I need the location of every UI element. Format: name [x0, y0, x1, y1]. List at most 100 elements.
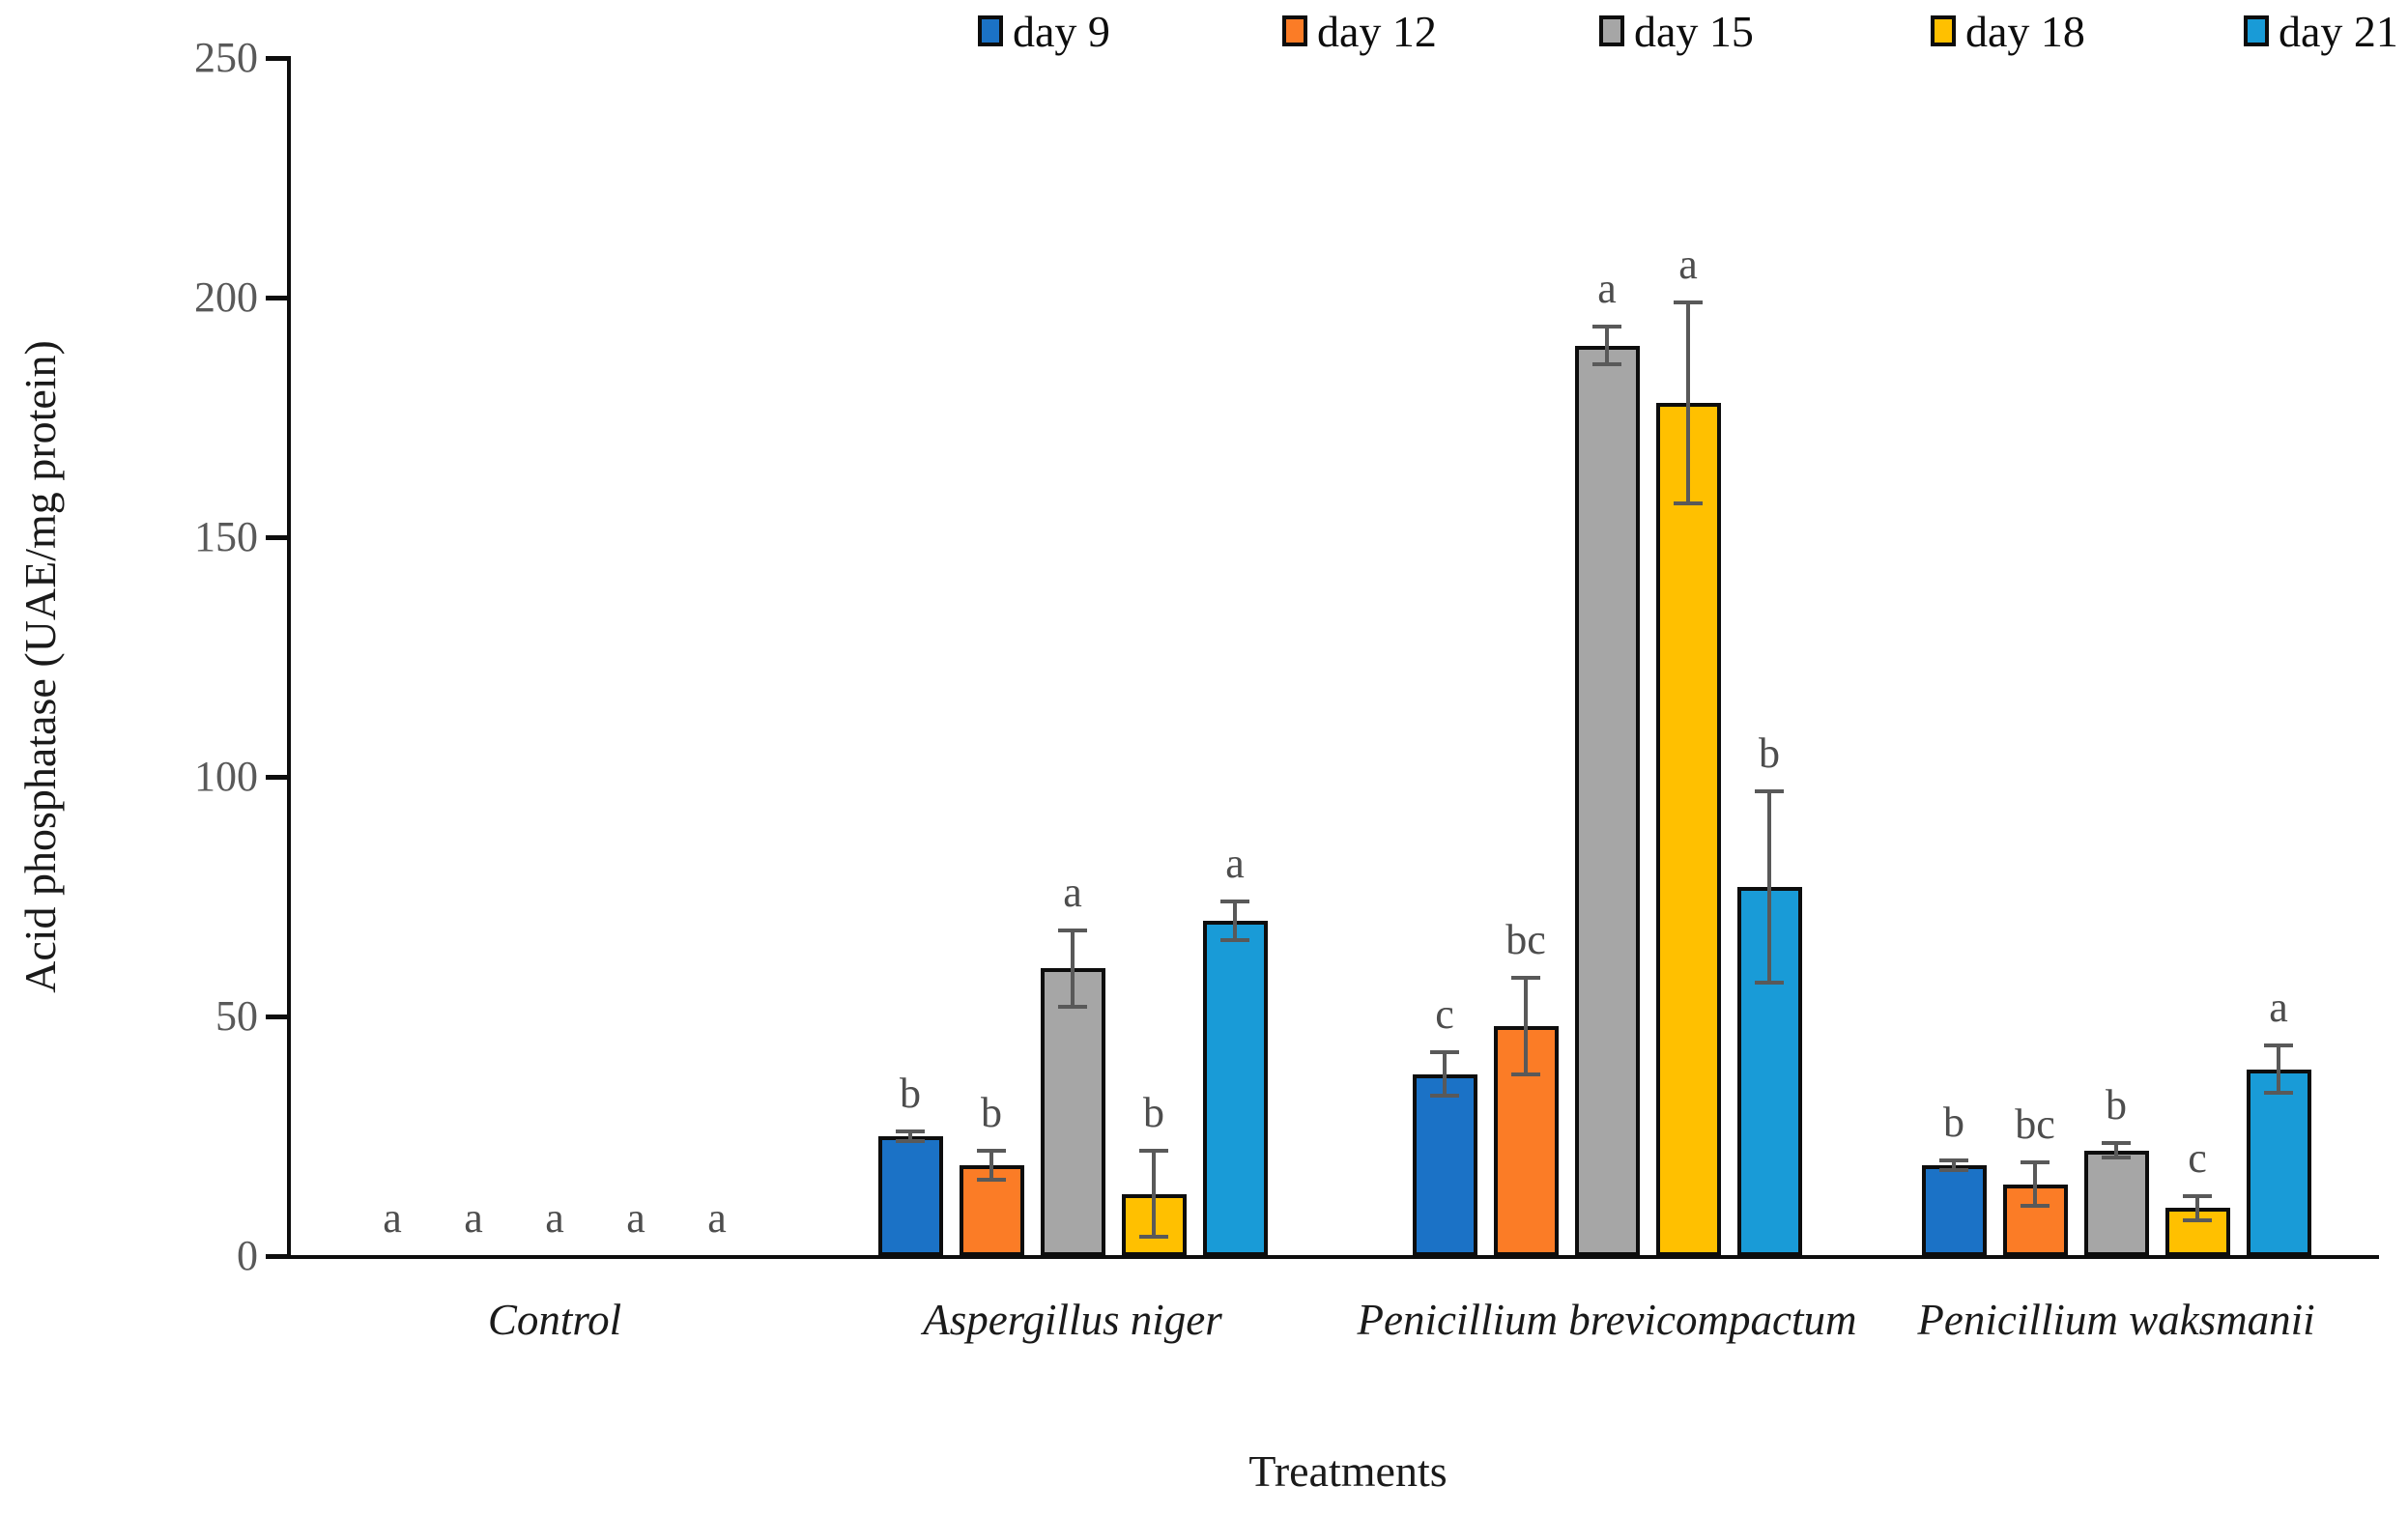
legend-label: day 18: [1965, 6, 2085, 56]
error-bar-cap: [1220, 937, 1249, 942]
error-bar-cap: [1755, 788, 1784, 793]
bar-day-15: [1574, 345, 1640, 1256]
error-bar-cap: [1511, 976, 1540, 981]
error-bar: [2195, 1196, 2199, 1220]
significance-letter: a: [626, 1194, 645, 1242]
legend-swatch-day-12: [1282, 15, 1307, 46]
error-bar-cap: [1139, 1148, 1168, 1153]
legend-item: day 15: [1599, 0, 1754, 62]
error-bar-cap: [1592, 362, 1621, 367]
legend-label: day 12: [1317, 6, 1437, 56]
bar-day-9: [1921, 1164, 1987, 1256]
bar-day-9: [877, 1136, 943, 1256]
error-bar: [1686, 301, 1690, 504]
category-label: Penicillium brevicompactum: [1357, 1296, 1857, 1344]
error-bar: [1152, 1150, 1156, 1238]
error-bar-cap: [2102, 1141, 2131, 1146]
significance-letter: b: [2106, 1081, 2127, 1129]
significance-letter: a: [383, 1194, 402, 1242]
significance-letter: a: [464, 1194, 483, 1242]
bar-day-21: [1202, 920, 1268, 1256]
error-bar: [989, 1150, 993, 1180]
significance-letter: bc: [2015, 1101, 2055, 1149]
bar-day-18: [1655, 403, 1721, 1256]
error-bar-cap: [2183, 1217, 2212, 1222]
bar-day-21: [2246, 1069, 2311, 1256]
y-tick-mark: [266, 535, 287, 540]
error-bar-cap: [977, 1148, 1006, 1153]
legend-label: day 9: [1013, 6, 1110, 56]
y-tick-mark: [266, 1015, 287, 1019]
y-tick-label: 150: [194, 513, 258, 560]
significance-letter: b: [900, 1070, 921, 1118]
y-axis-line: [287, 56, 291, 1259]
significance-letter: c: [1435, 990, 1454, 1039]
error-bar-cap: [2021, 1203, 2050, 1208]
error-bar-cap: [1058, 1005, 1087, 1010]
error-bar-cap: [977, 1177, 1006, 1182]
error-bar-cap: [1939, 1167, 1968, 1172]
y-tick-label: 100: [194, 753, 258, 800]
legend-label: day 15: [1634, 6, 1754, 56]
error-bar: [1233, 900, 1237, 940]
category-label: Control: [487, 1296, 622, 1344]
category-label: Penicillium waksmanii: [1917, 1296, 2315, 1344]
significance-letter: b: [1759, 729, 1780, 777]
error-bar-cap: [1511, 1072, 1540, 1076]
y-tick-label: 50: [215, 992, 258, 1040]
significance-letter: a: [1678, 240, 1698, 288]
error-bar-cap: [2183, 1194, 2212, 1198]
error-bar-cap: [1939, 1158, 1968, 1162]
error-bar-cap: [2264, 1043, 2293, 1047]
y-tick-mark: [266, 56, 287, 61]
legend-swatch-day-18: [1931, 15, 1956, 46]
significance-letter: c: [2188, 1134, 2207, 1182]
legend-item: day 18: [1931, 0, 2085, 62]
error-bar: [1071, 929, 1075, 1008]
error-bar-cap: [1430, 1093, 1459, 1098]
y-tick-mark: [266, 1254, 287, 1259]
significance-letter: b: [981, 1088, 1002, 1136]
error-bar-cap: [1592, 324, 1621, 329]
error-bar-cap: [1755, 981, 1784, 986]
significance-letter: a: [1225, 839, 1245, 887]
significance-letter: b: [1943, 1098, 1964, 1146]
category-label: Aspergillus niger: [923, 1296, 1222, 1344]
significance-letter: a: [1063, 868, 1082, 916]
error-bar-cap: [1430, 1050, 1459, 1055]
y-tick-mark: [266, 775, 287, 780]
error-bar: [2277, 1044, 2280, 1094]
error-bar-cap: [1220, 899, 1249, 903]
y-tick-label: 250: [194, 34, 258, 81]
error-bar-cap: [1674, 501, 1703, 506]
legend-item: day 12: [1282, 0, 1437, 62]
error-bar: [1952, 1159, 1956, 1170]
error-bar-cap: [1139, 1235, 1168, 1240]
error-bar: [2033, 1162, 2037, 1206]
legend-swatch-day-21: [2244, 15, 2269, 46]
error-bar: [1767, 790, 1771, 984]
error-bar-cap: [1058, 928, 1087, 932]
error-bar-cap: [2021, 1160, 2050, 1165]
error-bar-cap: [896, 1129, 925, 1134]
error-bar-cap: [1674, 300, 1703, 304]
y-tick-label: 0: [237, 1232, 258, 1279]
y-axis-title: Acid phosphatase (UAE/mg protein): [15, 340, 65, 993]
significance-letter: a: [707, 1194, 727, 1242]
significance-letter: a: [1597, 264, 1617, 312]
error-bar-cap: [2264, 1091, 2293, 1096]
error-bar: [1443, 1052, 1447, 1096]
error-bar: [908, 1131, 912, 1141]
error-bar: [1605, 326, 1609, 365]
y-tick-mark: [266, 296, 287, 300]
x-axis-line: [287, 1255, 2379, 1259]
error-bar: [2114, 1143, 2118, 1158]
bar-day-15: [2083, 1150, 2149, 1256]
legend-item: day 9: [978, 0, 1110, 62]
legend-label: day 21: [2279, 6, 2398, 56]
x-axis-title: Treatments: [1248, 1446, 1448, 1496]
error-bar: [1524, 978, 1528, 1074]
legend-item: day 21: [2244, 0, 2398, 62]
significance-letter: a: [2269, 983, 2288, 1031]
